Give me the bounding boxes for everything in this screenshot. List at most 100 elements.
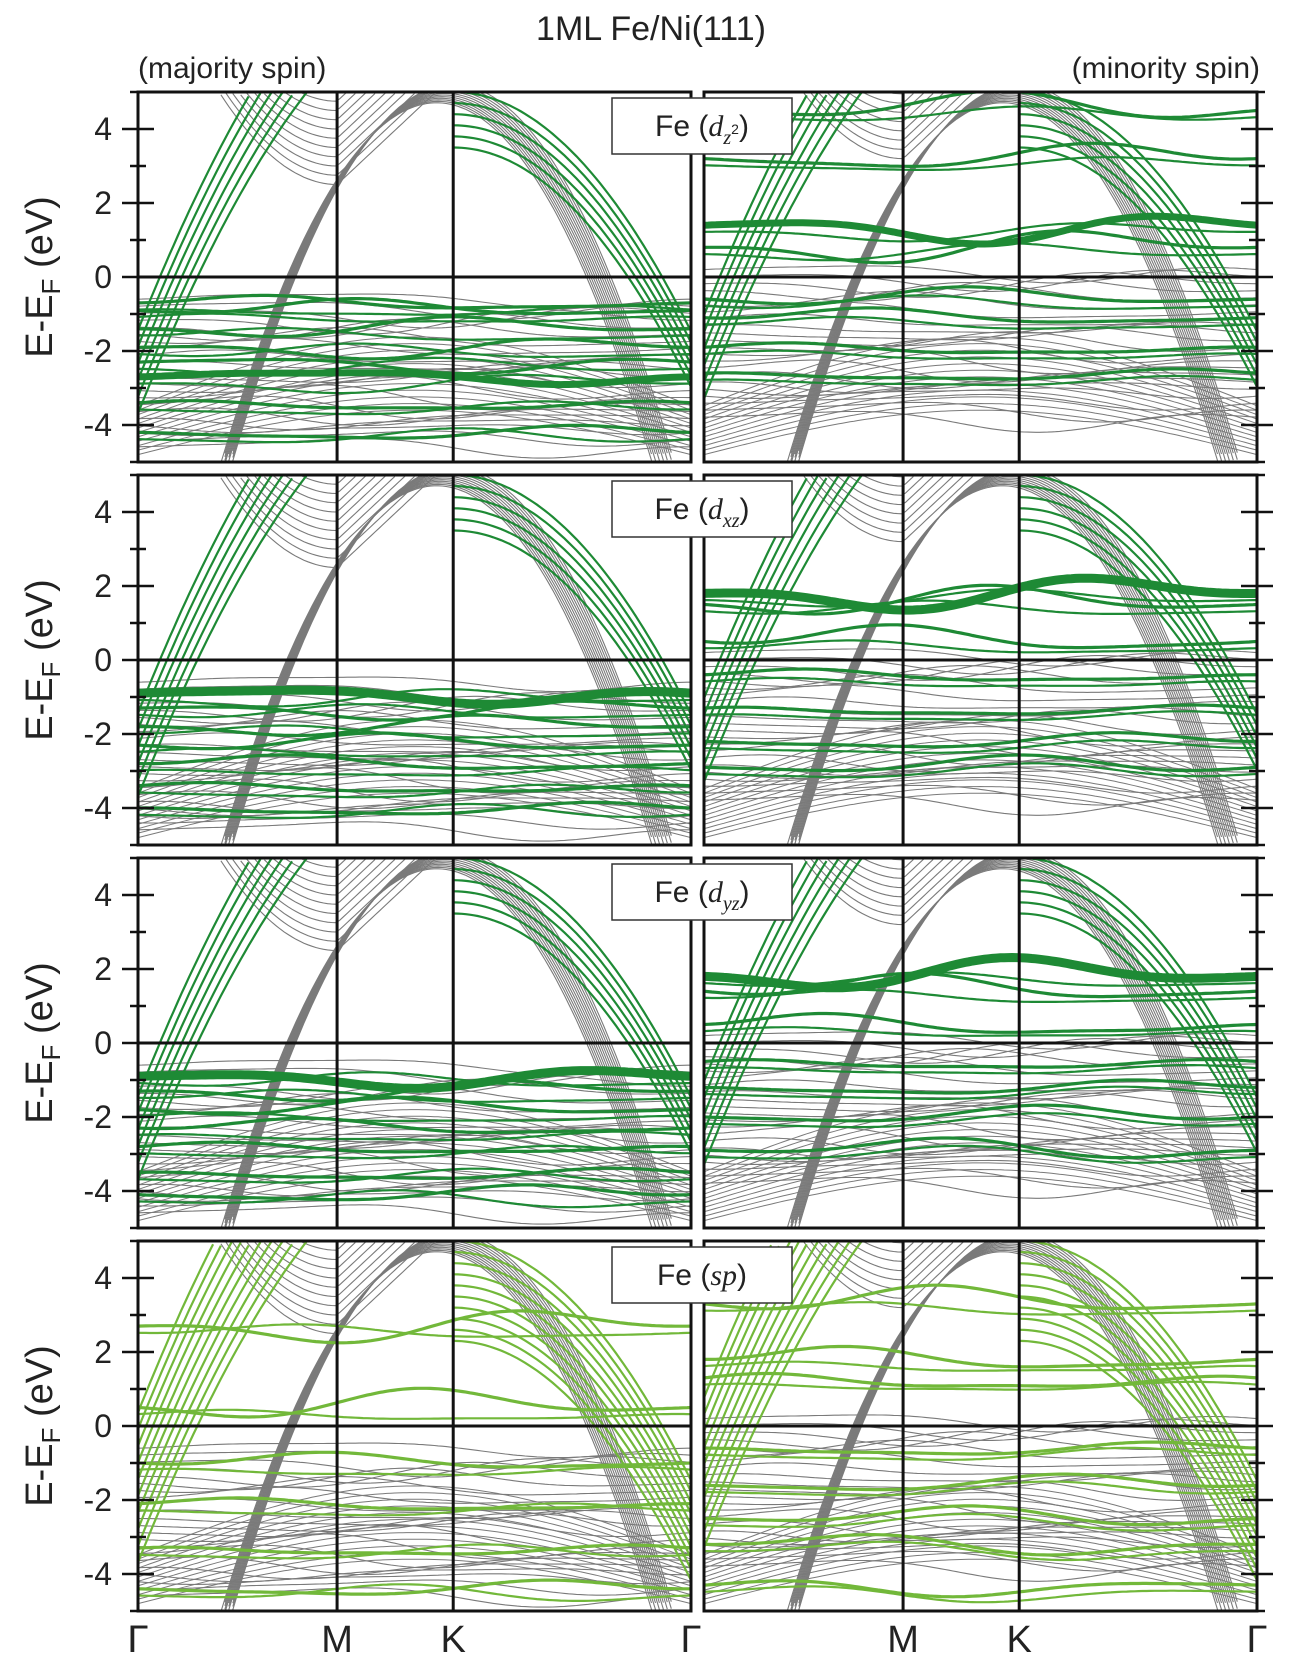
y-tick-label: 0 [94,259,112,295]
orbital-label-base: d [708,110,724,143]
projected-band-line [138,315,691,339]
bulk-band-line [220,485,653,845]
figure-title: 1ML Fe/Ni(111) [536,10,766,48]
bulk-band-line [826,1241,946,1281]
y-axis-title-sub: F [36,1045,66,1061]
projected-band-line [704,1512,1257,1532]
bulk-band-line [704,1148,1257,1163]
projected-band-line [704,710,1257,722]
bulk-band-line [704,792,1257,839]
bulk-band-line [846,858,926,879]
y-axis-title-main: E-E [19,1443,61,1506]
bulk-band-line [271,92,368,121]
projected-band-line [704,1533,1257,1557]
projected-band-line [704,477,828,733]
bulk-band-line [245,1241,396,1298]
bulk-band-line [138,349,691,363]
bulk-band-line [704,709,1257,730]
y-axis-title-unit: (eV) [19,962,61,1044]
projected-band-line [453,518,691,760]
bulk-band-line [704,1142,1257,1199]
y-axis-title: E-EF (eV) [19,1345,66,1507]
bulk-band-line [224,1246,657,1610]
projected-band-line [138,1244,250,1480]
projected-band-line [138,327,691,341]
projected-band-line [704,667,1257,682]
bulk-band-line [138,1075,691,1101]
projected-band-line [138,1241,242,1464]
projected-band-line [453,135,691,377]
y-tick-label: -2 [84,1099,112,1135]
bulk-band-line [818,475,954,524]
projected-band-line [453,879,691,1121]
projected-band-line [1019,529,1257,771]
projected-band-line [704,971,1257,988]
bulk-band-line [704,363,1257,424]
panel-3-minority [704,1241,1257,1611]
projected-band-line [704,1440,1257,1456]
bulk-band-line [835,858,934,889]
projected-band-line [138,800,691,816]
y-tick-label: 2 [94,185,112,221]
y-axis-title-unit: (eV) [19,579,61,661]
bulk-band-line [138,1498,691,1565]
bulk-band-line [704,389,1257,442]
projected-band-line [704,639,1257,654]
projected-band-line [138,802,691,819]
bulk-band-line [228,477,660,838]
bulk-band-line [224,483,653,838]
projected-band-line [138,703,691,719]
bulk-band-line [786,102,1219,462]
projected-band-line [1019,858,1257,1098]
bulk-band-line [253,92,388,139]
orbital-label: Fe (dz2) [655,110,749,149]
bulk-band-line [228,94,660,455]
bulk-band-line [271,1241,368,1270]
projected-band-line [138,475,274,747]
projected-band-line [453,1251,691,1492]
projected-band-line [704,1112,1257,1129]
bulk-band-line [704,376,1257,433]
projected-band-line [704,475,820,716]
bulk-band-line [138,414,691,431]
bulk-band-line [835,475,934,506]
bulk-band-line [232,475,668,844]
bulk-band-line [220,859,435,952]
bulk-band-line [224,100,653,455]
projected-band-line [453,901,691,1143]
bulk-band-line [704,1450,1257,1468]
bulk-band-line [704,1175,1257,1222]
bulk-band-line [224,480,657,844]
bulk-band-line [138,389,691,442]
projected-band-line [138,858,262,1114]
projected-band-line [704,1371,1257,1388]
projected-band-line [704,1144,1257,1164]
projected-band-line [704,858,840,1132]
projected-band-line [704,92,840,366]
bulk-band-line [138,1204,691,1225]
bulk-band-line [861,92,914,104]
projected-band-line [704,92,820,333]
projected-band-line [138,1496,691,1511]
bulk-band-line [138,1485,691,1556]
bulk-band-line [138,383,691,438]
projected-band-line [453,1241,691,1481]
bulk-band-line [138,1486,691,1504]
projected-band-line [1019,113,1257,355]
projected-band-line [453,1328,691,1570]
projected-band-line [138,337,691,361]
projected-band-line [1019,507,1257,749]
projected-band-line [453,1317,691,1559]
projected-band-line [138,475,285,764]
bulk-band-line [224,96,660,462]
bulk-band-line [704,359,1257,383]
projected-band-line [138,1243,215,1414]
projected-band-line [704,1472,1257,1492]
panel-2-majority [138,858,691,1228]
bulk-band-line [794,475,1230,844]
bulk-band-line [704,356,1257,420]
projected-band-line [138,1241,309,1563]
y-axis-title-sub: F [36,662,66,678]
bulk-band-line [861,858,914,870]
bulk-band-line [240,1241,407,1307]
